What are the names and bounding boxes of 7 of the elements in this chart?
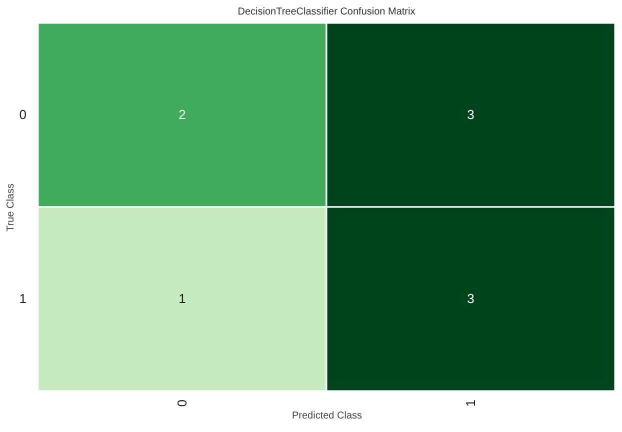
y-axis-title: True Class — [5, 184, 16, 232]
data-label: 2 — [178, 107, 186, 122]
text: DecisionTreeClassifier Confusion Matrix — [238, 6, 416, 18]
data-label: 3 — [467, 291, 474, 306]
x-axis-title: Predicted Class — [292, 410, 362, 422]
data-label: 3 — [467, 107, 474, 122]
data-label: 1 — [178, 291, 186, 306]
